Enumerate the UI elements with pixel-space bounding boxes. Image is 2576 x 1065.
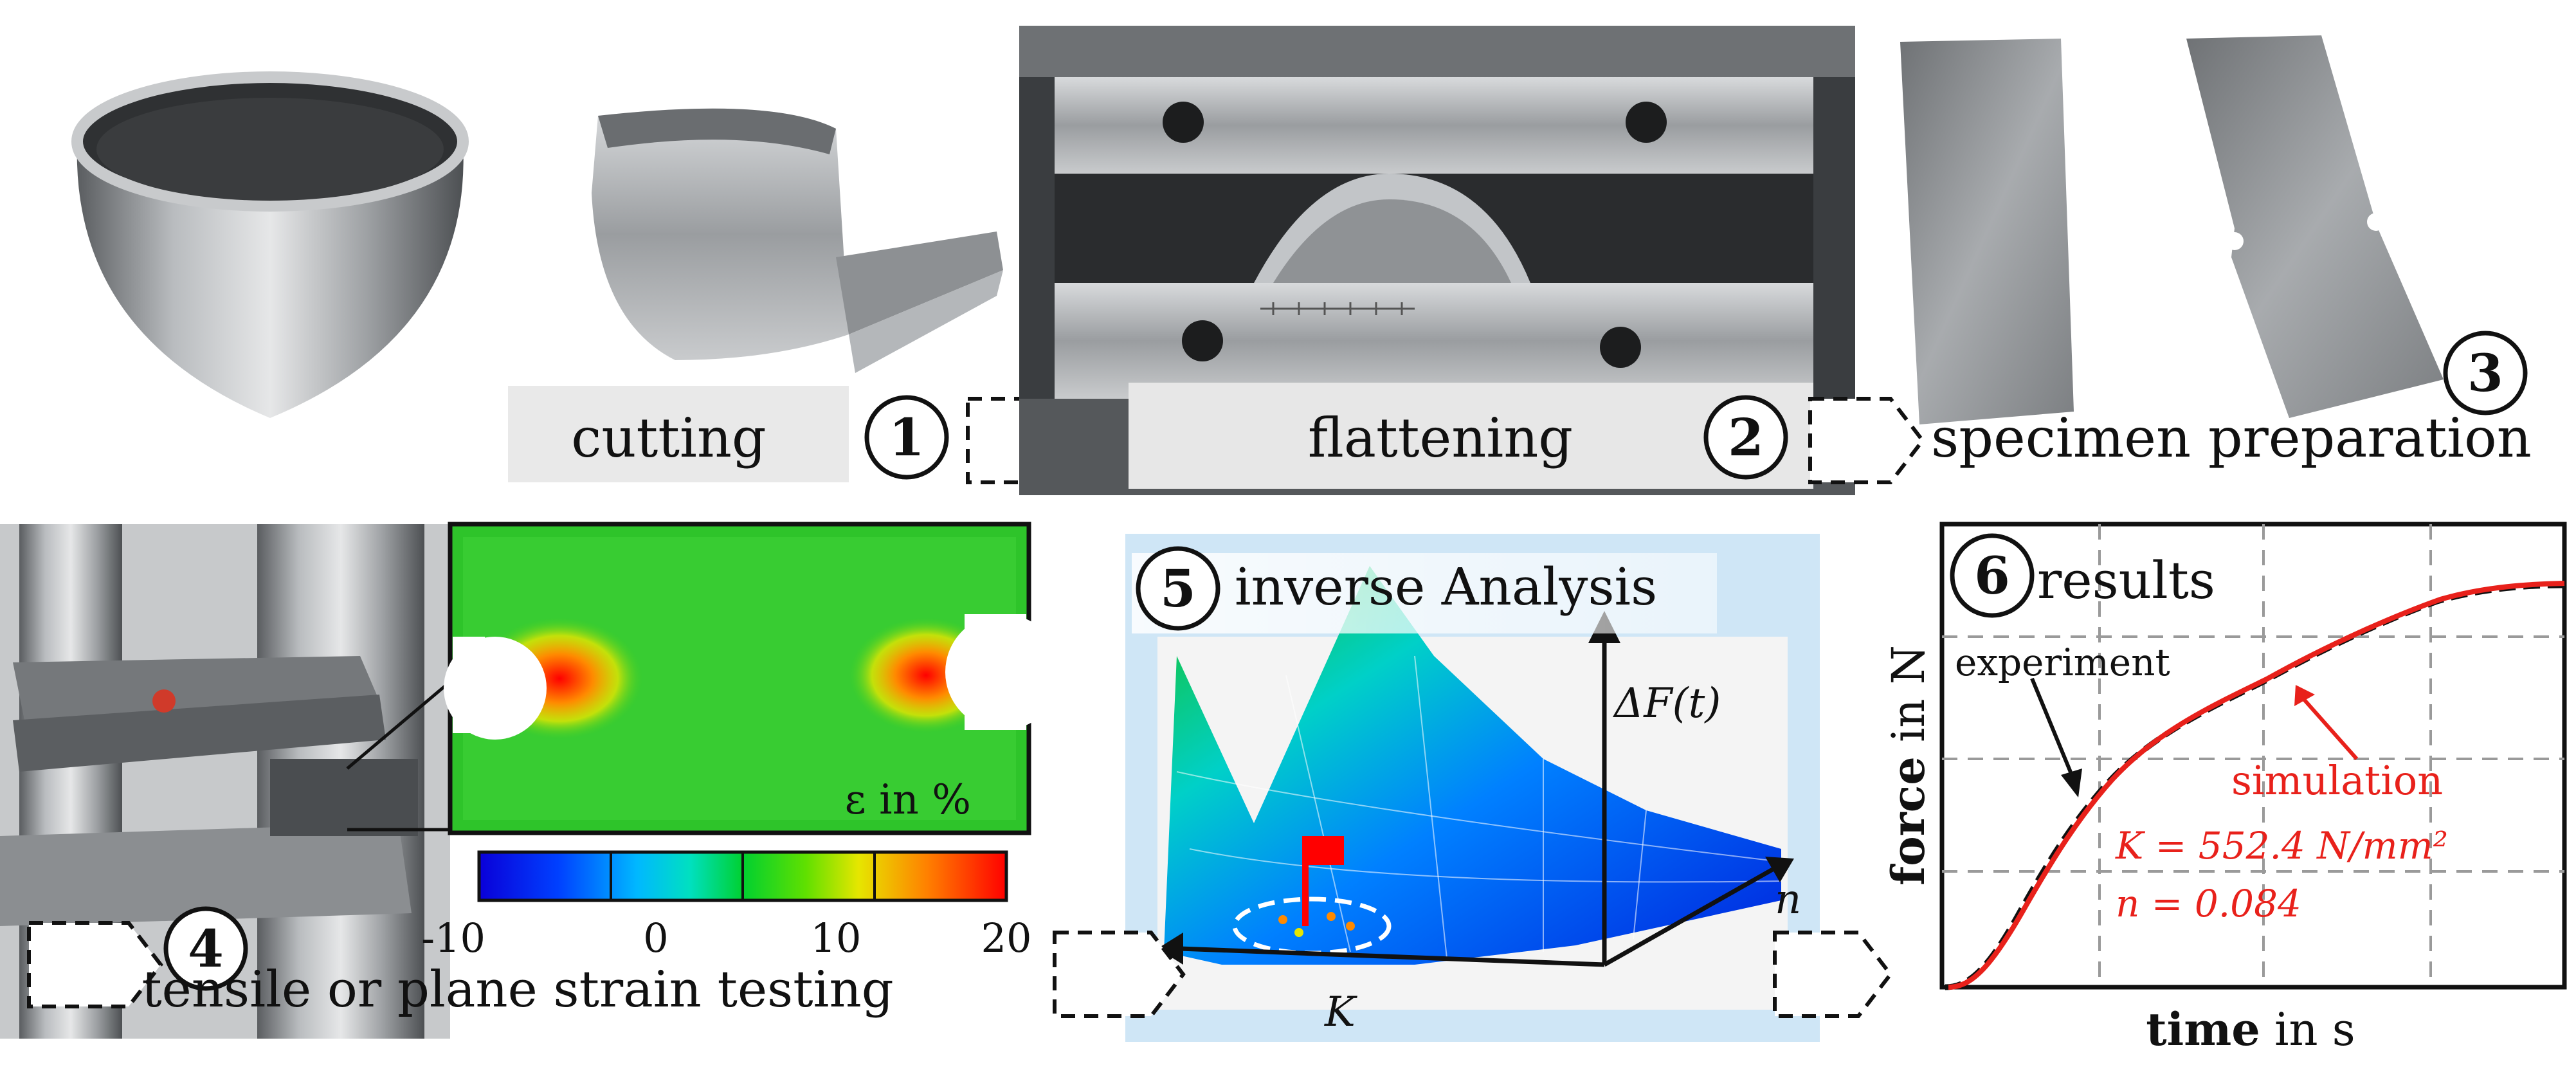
step-marker-4: 4 (163, 906, 248, 991)
step-number-1: 1 (889, 407, 925, 468)
simulation-pointer-line (2299, 695, 2359, 760)
results-grid (1942, 524, 2564, 987)
label-bar-inverse-analysis (1132, 553, 1717, 633)
step-marker-1: 1 (864, 395, 949, 480)
zoom-line-upper (346, 680, 451, 770)
arrow-3-to-4 (27, 921, 163, 1008)
colorbar-tick-3: 10 (811, 915, 862, 961)
step-label-flattening: flattening (1308, 406, 1573, 469)
specimen-photo (1900, 35, 2444, 424)
simulation-arrowhead (2294, 685, 2315, 706)
experiment-arrowhead (2061, 769, 2082, 797)
arrow-4-to-5 (1053, 931, 1186, 1018)
step-number-5: 5 (1160, 558, 1196, 619)
step-label-specimen-preparation: specimen preparation (1931, 406, 2532, 469)
step-label-testing: tensile or plane strain testing (141, 961, 893, 1019)
step-marker-2: 2 (1703, 395, 1788, 480)
label-bar-flattening (1129, 383, 1813, 489)
step-number-2: 2 (1728, 407, 1764, 468)
param-n: n = 0.084 (2116, 882, 2301, 925)
experiment-pointer-line (2030, 677, 2078, 786)
colorbar (477, 850, 1008, 902)
results-plot-frame (1939, 522, 2567, 990)
simulation-label: simulation (2231, 757, 2443, 804)
z-axis-label: ΔF(t) (1612, 680, 1721, 727)
x-axis-label: K (1324, 988, 1357, 1036)
cutting-photo (71, 71, 1003, 418)
simulation-curve (1948, 581, 2565, 990)
results-x-axis-label: time in s (2146, 1003, 2355, 1056)
step-marker-6: 6 (1950, 533, 2035, 618)
step-label-cutting: cutting (571, 406, 766, 469)
step-label-inverse-analysis: inverse Analysis (1235, 557, 1657, 617)
results-y-axis-label: force in N (1882, 645, 1935, 886)
y-axis-label: n (1775, 876, 1801, 924)
experiment-label: experiment (1955, 641, 2170, 684)
dic-legend-label: ε in % (845, 776, 971, 824)
step-number-4: 4 (188, 918, 224, 979)
dic-strain-field (444, 522, 1061, 835)
step-number-6: 6 (1974, 545, 2010, 606)
colorbar-tick-2: 0 (643, 915, 668, 961)
step-label-results: results (2037, 551, 2215, 610)
param-k: K = 552.4 N/mm² (2115, 824, 2448, 868)
colorbar-tick-1: -10 (421, 915, 485, 961)
step-number-3: 3 (2467, 343, 2503, 403)
step-marker-5: 5 (1136, 546, 1220, 631)
label-bar-cutting (508, 386, 849, 482)
arrow-2-to-3 (1808, 397, 1925, 484)
colorbar-tick-4: 20 (981, 915, 1032, 961)
arrow-5-to-6 (1773, 931, 1893, 1018)
step-marker-3: 3 (2443, 331, 2528, 415)
